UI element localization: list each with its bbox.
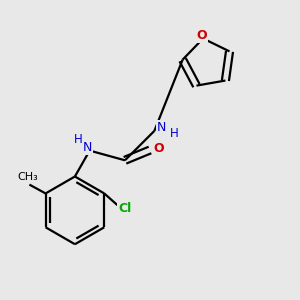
Text: N: N	[157, 121, 167, 134]
Text: O: O	[153, 142, 164, 155]
Text: H: H	[74, 133, 82, 146]
Text: CH₃: CH₃	[18, 172, 38, 182]
Text: Cl: Cl	[118, 202, 131, 215]
Text: O: O	[196, 29, 207, 42]
Text: H: H	[170, 127, 179, 140]
Text: N: N	[82, 141, 92, 154]
